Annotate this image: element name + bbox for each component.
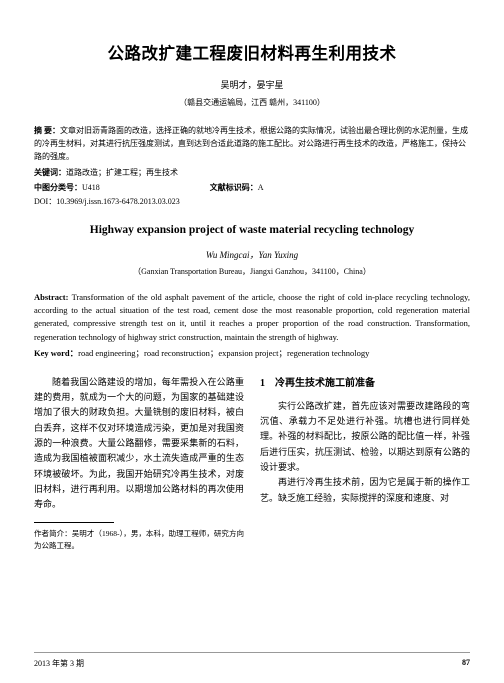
abstract-en-text: Transformation of the old asphalt paveme… — [34, 292, 470, 342]
keywords-en-label: Key word： — [34, 348, 78, 358]
keywords-english: Key word：road engineering；road reconstru… — [34, 347, 470, 359]
doi-label: DOI： — [34, 197, 56, 206]
keywords-cn-text: 道路改造；扩建工程；再生技术 — [66, 168, 178, 177]
right-column: 1 冷再生技术施工前准备 实行公路改扩建，首先应该对需要改建路段的弯沉值、承载力… — [260, 375, 470, 551]
doccode-value: A — [258, 183, 264, 192]
classification-row: 中图分类号：U418 文献标识码：A — [34, 181, 470, 194]
footer-issue: 2013 年第 3 期 — [34, 658, 84, 669]
abstract-cn-label: 摘 要： — [34, 126, 60, 135]
body-right-p2: 再进行冷再生技术前，因为它是属于新的操作工艺。缺乏施工经验，实际搅拌的深度和速度… — [260, 475, 470, 506]
page-footer: 2013 年第 3 期 87 — [34, 652, 470, 669]
body-left-paragraph: 随着我国公路建设的增加，每年需投入在公路重建的费用，就成为一个大的问题，为国家的… — [34, 375, 244, 513]
abstract-en-label: Abstract: — [34, 292, 72, 302]
footnote-label: 作者简介： — [34, 529, 72, 538]
keywords-chinese: 关键词：道路改造；扩建工程；再生技术 — [34, 166, 470, 179]
footer-page-number: 87 — [462, 658, 470, 669]
abstract-english: Abstract: Transformation of the old asph… — [34, 291, 470, 344]
title-english: Highway expansion project of waste mater… — [34, 224, 470, 236]
doi-row: DOI：10.3969/j.issn.1673-6478.2013.03.023 — [34, 195, 470, 208]
authors-english: Wu Mingcai，Yan Yuxing — [34, 248, 470, 261]
clc-value: U418 — [82, 183, 100, 192]
doccode-label: 文献标识码： — [210, 183, 258, 192]
affiliation-chinese: （赣县交通运输局，江西 赣州，341100） — [34, 97, 470, 108]
body-columns: 随着我国公路建设的增加，每年需投入在公路重建的费用，就成为一个大的问题，为国家的… — [34, 375, 470, 551]
footnote: 作者简介：吴明才（1968-），男，本科，助理工程师，研究方向为公路工程。 — [34, 528, 244, 551]
section-heading-1: 1 冷再生技术施工前准备 — [260, 375, 470, 392]
clc-label: 中图分类号： — [34, 183, 82, 192]
keywords-en-text: road engineering；road reconstruction；exp… — [78, 348, 369, 358]
affiliation-english: （Ganxian Transportation Bureau，Jiangxi G… — [34, 266, 470, 277]
left-column: 随着我国公路建设的增加，每年需投入在公路重建的费用，就成为一个大的问题，为国家的… — [34, 375, 244, 551]
abstract-cn-text: 文章对旧沥青路面的改造，选择正确的就地冷再生技术，根据公路的实际情况，试验出最合… — [34, 126, 468, 161]
doi-value: 10.3969/j.issn.1673-6478.2013.03.023 — [56, 197, 180, 206]
body-right-p1: 实行公路改扩建，首先应该对需要改建路段的弯沉值、承载力不足处进行补强。坑槽也进行… — [260, 399, 470, 475]
title-chinese: 公路改扩建工程废旧材料再生利用技术 — [34, 40, 470, 64]
authors-chinese: 吴明才，晏宇星 — [34, 78, 470, 91]
keywords-cn-label: 关键词： — [34, 168, 66, 177]
abstract-chinese: 摘 要：文章对旧沥青路面的改造，选择正确的就地冷再生技术，根据公路的实际情况，试… — [34, 124, 470, 164]
footnote-rule — [34, 522, 114, 523]
